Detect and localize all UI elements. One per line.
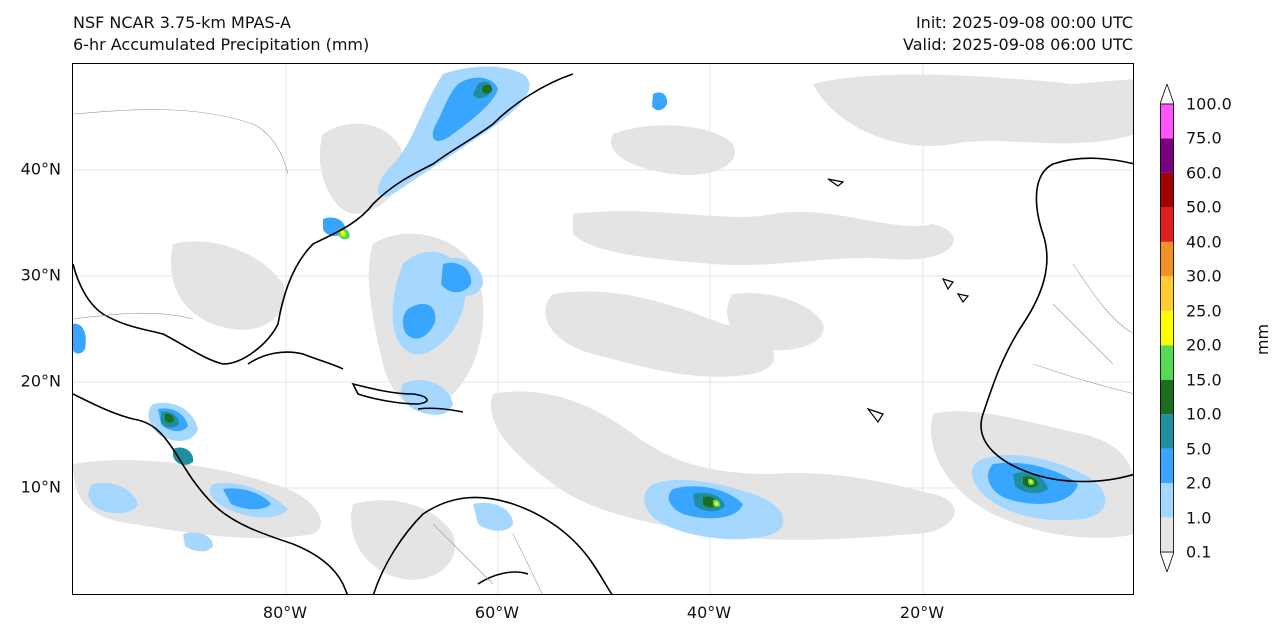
colorbar-tick-label: 5.0	[1186, 439, 1212, 459]
colorbar-tick-label: 40.0	[1186, 232, 1222, 252]
colorbar-tick-label: 2.0	[1186, 473, 1212, 493]
precip-core	[340, 230, 1033, 506]
colorbar-extend-high	[1160, 84, 1174, 105]
lat-label-10n: 10°N	[20, 477, 61, 497]
time-info: Init: 2025-09-08 00:00 UTC Valid: 2025-0…	[903, 12, 1133, 56]
field-name: 6-hr Accumulated Precipitation (mm)	[73, 35, 370, 54]
colorbar-tick-label: 1.0	[1186, 508, 1212, 528]
colorbar-tick-label: 10.0	[1186, 404, 1222, 424]
colorbar-tick-label: 30.0	[1186, 266, 1222, 286]
colorbar-tick-label: 50.0	[1186, 197, 1222, 217]
map-canvas	[73, 64, 1133, 594]
model-name: NSF NCAR 3.75-km MPAS-A	[73, 13, 291, 32]
colorbar-segment	[1160, 207, 1174, 242]
colorbar-segment	[1160, 172, 1174, 208]
colorbar-tick-label: 25.0	[1186, 301, 1222, 321]
colorbar	[1160, 84, 1174, 572]
precip-map	[72, 63, 1134, 595]
colorbar-unit: mm	[1253, 323, 1273, 356]
colorbar-segment	[1160, 310, 1174, 346]
lon-label-40w: 40°W	[686, 603, 732, 622]
colorbar-segment	[1160, 379, 1174, 415]
colorbar-tick-label: 100.0	[1186, 94, 1232, 114]
colorbar-segment	[1160, 483, 1174, 518]
lon-label-20w: 20°W	[899, 603, 945, 622]
colorbar-segment	[1160, 104, 1174, 139]
init-time: Init: 2025-09-08 00:00 UTC	[915, 13, 1133, 32]
colorbar-segment	[1160, 276, 1174, 311]
colorbar-segment	[1160, 414, 1174, 449]
lat-label-20n: 20°N	[20, 371, 61, 391]
colorbar-segment	[1160, 517, 1174, 552]
lon-label-80w: 80°W	[262, 603, 308, 622]
lat-label-30n: 30°N	[20, 265, 61, 285]
colorbar-tick-label: 15.0	[1186, 370, 1222, 390]
colorbar-tick-label: 0.1	[1186, 542, 1212, 562]
colorbar-segment	[1160, 448, 1174, 484]
valid-time: Valid: 2025-09-08 06:00 UTC	[902, 35, 1133, 54]
colorbar-tick-label: 20.0	[1186, 335, 1222, 355]
borders	[73, 109, 1133, 594]
colorbar-tick-label: 60.0	[1186, 163, 1222, 183]
colorbar-segment	[1160, 138, 1174, 173]
plot-title: NSF NCAR 3.75-km MPAS-A 6-hr Accumulated…	[73, 12, 369, 56]
colorbar-outline	[1160, 103, 1174, 553]
colorbar-segment	[1160, 241, 1174, 277]
colorbar-segment	[1160, 345, 1174, 380]
lon-label-60w: 60°W	[474, 603, 520, 622]
coastlines	[73, 73, 1133, 594]
colorbar-tick-label: 75.0	[1186, 128, 1222, 148]
colorbar-extend-low	[1160, 551, 1174, 572]
islands	[827, 178, 970, 424]
lat-label-40n: 40°N	[20, 159, 61, 179]
